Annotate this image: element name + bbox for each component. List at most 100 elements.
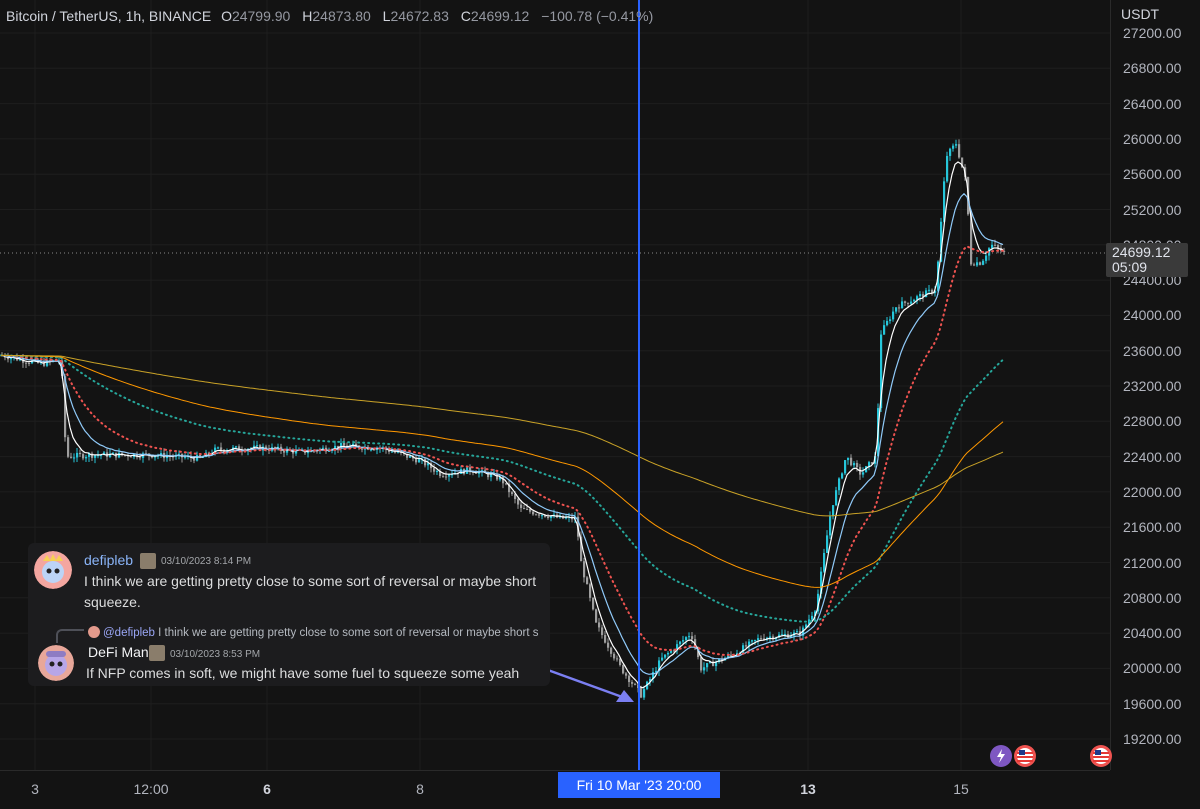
time-scale[interactable]: 3 12:00 6 8 13 15 <box>0 770 1110 809</box>
price-tick-label: 20000.00 <box>1123 660 1182 677</box>
price-tick-label: 25600.00 <box>1123 166 1182 183</box>
candle-body <box>907 302 910 304</box>
candle-body <box>661 657 664 661</box>
ema-dotted-teal-line <box>0 354 1004 623</box>
low-value: 24672.83 <box>390 8 449 24</box>
candle-body <box>448 474 451 477</box>
high-label: H <box>302 8 313 24</box>
candle-body <box>121 452 124 455</box>
candle-body <box>829 516 832 536</box>
candle-body <box>772 636 775 640</box>
candle-body <box>283 450 286 453</box>
lightning-icon[interactable] <box>990 745 1012 767</box>
candle-body <box>193 458 196 461</box>
price-tick-label: 26800.00 <box>1123 60 1182 77</box>
candle-body <box>523 508 526 510</box>
price-tick-label: 25200.00 <box>1123 201 1182 218</box>
candle-body <box>178 453 181 455</box>
candle-body <box>841 473 844 479</box>
candle-body <box>439 471 442 477</box>
us-flag-icon[interactable] <box>1014 745 1036 767</box>
candle-body <box>904 301 907 303</box>
candle-body <box>139 457 142 459</box>
candle-body <box>418 459 421 463</box>
candle-body <box>337 445 340 449</box>
candle-body <box>745 645 748 647</box>
last-price-marker: 24699.12 05:09 <box>1106 243 1188 277</box>
candle-body <box>214 447 217 454</box>
candle-body <box>700 657 703 671</box>
price-scale[interactable]: USDT 27200.00 26800.00 26400.00 26000.00 256… <box>1110 0 1200 770</box>
candle-body <box>586 577 589 585</box>
candle-body <box>196 455 199 461</box>
candle-body <box>952 145 955 149</box>
candle-body <box>781 634 784 636</box>
candle-body <box>631 682 634 684</box>
us-flag-icon[interactable] <box>1090 745 1112 767</box>
message-text: If NFP comes in soft, we might have some… <box>86 665 520 681</box>
candle-body <box>76 452 79 458</box>
username[interactable]: defipleb <box>84 552 134 568</box>
price-tick-label: 26400.00 <box>1123 95 1182 112</box>
candle-body <box>130 456 133 458</box>
candle-body <box>112 452 115 454</box>
candle-body <box>688 636 691 638</box>
candle-body <box>118 452 121 458</box>
candle-body <box>520 504 523 509</box>
candle-body <box>499 476 502 480</box>
candle-body <box>697 647 700 658</box>
symbol-title[interactable]: Bitcoin / TetherUS, 1h, BINANCE <box>6 8 212 24</box>
candle-body <box>31 360 34 364</box>
candle-body <box>478 471 481 474</box>
candle-body <box>70 456 73 458</box>
candle-body <box>922 294 925 298</box>
open-label: O <box>221 8 232 24</box>
candle-body <box>217 447 220 449</box>
candle-body <box>529 509 532 512</box>
price-tick-label: 20800.00 <box>1123 589 1182 606</box>
candle-body <box>949 148 952 156</box>
candle-body <box>748 641 751 647</box>
candle-body <box>394 451 397 453</box>
candle-body <box>85 456 88 459</box>
message-line: I think we are getting pretty close to s… <box>84 573 537 589</box>
candle-body <box>712 661 715 667</box>
candle-body <box>550 516 553 519</box>
candle-body <box>727 654 730 658</box>
candle-body <box>721 658 724 661</box>
candle-body <box>889 319 892 321</box>
candle-body <box>886 320 889 326</box>
price-tick-label: 23200.00 <box>1123 378 1182 394</box>
candle-body <box>88 453 91 457</box>
candle-body <box>676 644 679 651</box>
candle-body <box>202 457 205 459</box>
candle-body <box>505 483 508 485</box>
candle-body <box>751 640 754 642</box>
candle-body <box>94 455 97 458</box>
avatar[interactable] <box>34 551 72 589</box>
candle-body <box>853 463 856 466</box>
price-tick-label: 23600.00 <box>1123 342 1182 359</box>
candle-body <box>103 452 106 456</box>
currency-label: USDT <box>1121 6 1160 22</box>
candle-body <box>826 535 829 553</box>
reply-preview[interactable]: @defipleb I think we are getting pretty … <box>88 626 550 639</box>
candle-body <box>166 455 169 459</box>
candle-body <box>43 362 46 366</box>
candle-body <box>961 157 964 168</box>
candle-body <box>10 357 13 360</box>
candle-body <box>634 683 637 685</box>
candle-body <box>409 455 412 458</box>
candle-body <box>931 289 934 293</box>
candle-body <box>958 144 961 158</box>
candle-body <box>847 457 850 461</box>
candle-body <box>673 650 676 652</box>
candle-body <box>928 289 931 291</box>
avatar[interactable] <box>38 645 74 681</box>
username[interactable]: DeFi Man <box>88 644 149 660</box>
price-tick-label: 27200.00 <box>1123 25 1182 41</box>
candle-body <box>25 362 28 364</box>
price-tick-label: 24000.00 <box>1123 307 1182 324</box>
avatar <box>88 626 100 638</box>
